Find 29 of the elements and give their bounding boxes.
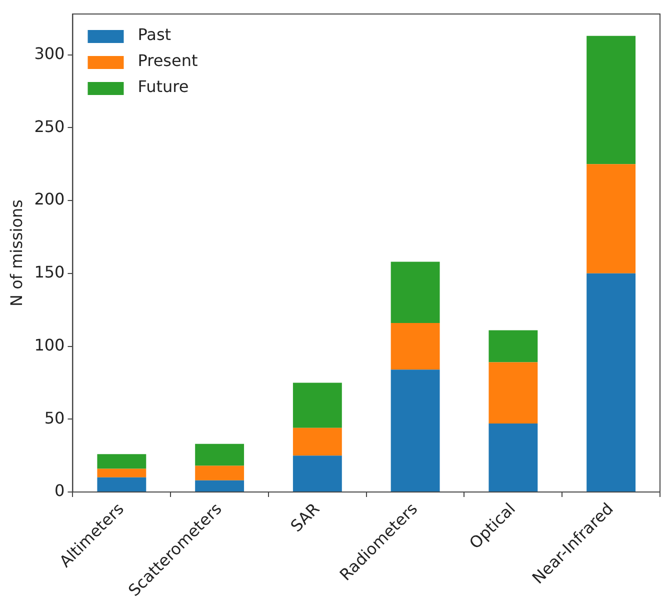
y-tick-label: 300 [34, 44, 65, 63]
legend-label: Future [138, 77, 189, 96]
y-tick-label: 150 [34, 262, 65, 282]
legend-label: Present [138, 51, 198, 70]
bar [488, 330, 538, 362]
bar [292, 382, 342, 428]
bar [292, 456, 342, 492]
bar [390, 370, 440, 492]
bar [195, 466, 244, 480]
y-axis-title: N of missions [6, 200, 26, 306]
bar [97, 468, 146, 478]
bar [390, 262, 440, 323]
bar [390, 322, 440, 370]
y-tick-label: 0 [54, 481, 65, 500]
bar [586, 36, 636, 164]
bar [195, 444, 244, 466]
bar [97, 477, 146, 492]
y-tick-label: 250 [34, 116, 65, 136]
legend-label: Past [138, 25, 172, 44]
bar [97, 454, 146, 469]
bar [195, 480, 244, 492]
bar [488, 424, 538, 492]
y-tick-label: 50 [44, 408, 65, 428]
bar [586, 164, 636, 274]
bar [292, 428, 342, 456]
y-tick-label: 100 [34, 335, 65, 354]
y-tick-label: 200 [34, 190, 65, 209]
bar [488, 362, 538, 424]
bar [586, 273, 636, 492]
